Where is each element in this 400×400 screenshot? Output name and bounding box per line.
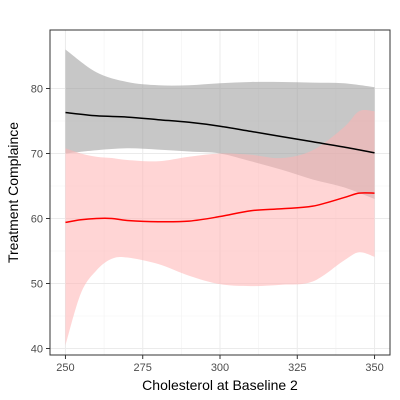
y-axis-title: Treatment Complaince [5,122,21,263]
x-axis-ticks: 250 275 300 325 350 [56,355,384,374]
y-tick-label: 60 [31,214,43,226]
y-tick-label: 80 [31,84,43,96]
x-tick-label: 350 [365,362,383,374]
x-tick-label: 300 [211,362,229,374]
confidence-band-2 [65,110,375,346]
x-tick-label: 275 [134,362,152,374]
x-tick-label: 325 [288,362,306,374]
y-tick-label: 40 [31,344,43,356]
x-axis-title: Cholesterol at Baseline 2 [142,377,298,393]
confidence-bands [65,49,375,346]
series-line-2 [65,192,375,224]
series-line-1 [65,111,375,154]
x-tick-label: 250 [56,362,74,374]
y-tick-label: 70 [31,149,43,161]
series-lines [65,111,375,224]
y-tick-label: 50 [31,279,43,291]
y-axis-ticks: 40 50 60 70 80 [31,84,50,356]
